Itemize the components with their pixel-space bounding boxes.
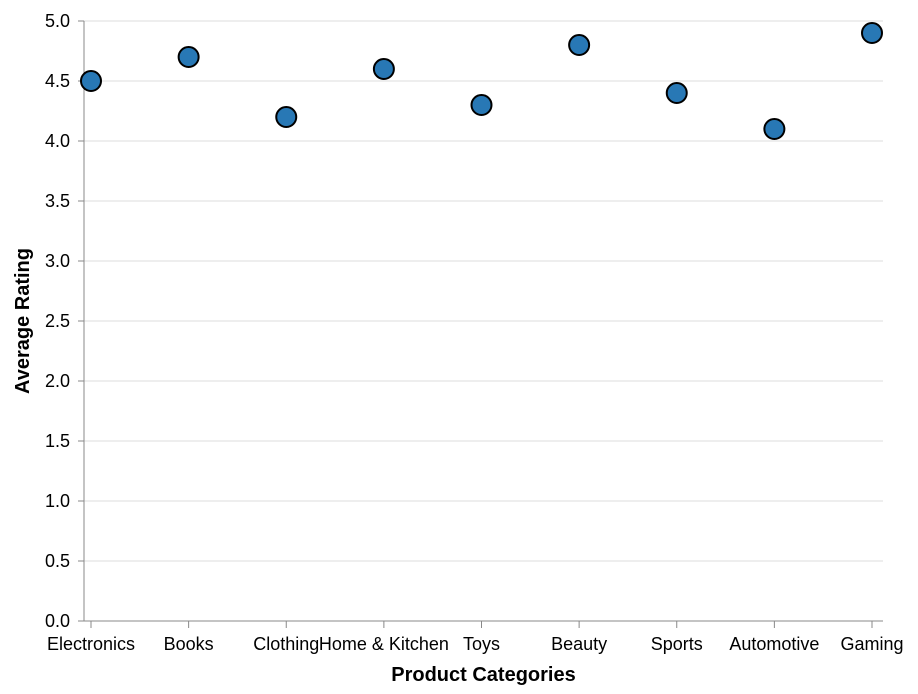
x-tick-label: Clothing — [253, 634, 319, 654]
y-tick-label: 2.5 — [45, 311, 70, 331]
x-tick-label: Books — [164, 634, 214, 654]
y-axis: 0.0 0.5 1.0 1.5 2.0 2.5 3.0 3.5 4.0 4.5 5.0 — [45, 11, 85, 631]
y-tick-label: 2.0 — [45, 371, 70, 391]
y-tick-label: 5.0 — [45, 11, 70, 31]
y-tick-label: 4.0 — [45, 131, 70, 151]
data-point — [372, 58, 395, 80]
x-tick-label: Beauty — [551, 634, 607, 654]
y-tick-label: 0.0 — [45, 611, 70, 631]
data-point — [665, 82, 688, 104]
data-points — [80, 22, 883, 140]
y-gridlines — [84, 20, 883, 562]
x-axis-title: Product Categories — [391, 664, 575, 686]
y-tick-label: 0.5 — [45, 551, 70, 571]
y-tick-label: 3.5 — [45, 191, 70, 211]
y-tick-label: 4.5 — [45, 71, 70, 91]
data-point — [177, 46, 200, 68]
x-tick-label: Automotive — [729, 634, 819, 654]
data-point — [470, 94, 493, 116]
x-tick-label: Electronics — [47, 634, 135, 654]
y-tick-label: 3.0 — [45, 251, 70, 271]
x-axis: Electronics Books Clothing Home & Kitchen To… — [47, 620, 904, 654]
y-tick-label: 1.5 — [45, 431, 70, 451]
x-tick-label: Home & Kitchen — [319, 634, 449, 654]
data-point — [275, 106, 298, 128]
data-point — [80, 70, 102, 92]
data-point — [861, 22, 883, 44]
x-tick-label: Toys — [463, 634, 500, 654]
y-axis-title: Average Rating — [12, 248, 34, 394]
x-tick-label: Sports — [651, 634, 703, 654]
data-point — [568, 34, 591, 56]
data-point — [763, 118, 786, 140]
x-tick-label: Gaming — [840, 634, 903, 654]
y-tick-label: 1.0 — [45, 491, 70, 511]
